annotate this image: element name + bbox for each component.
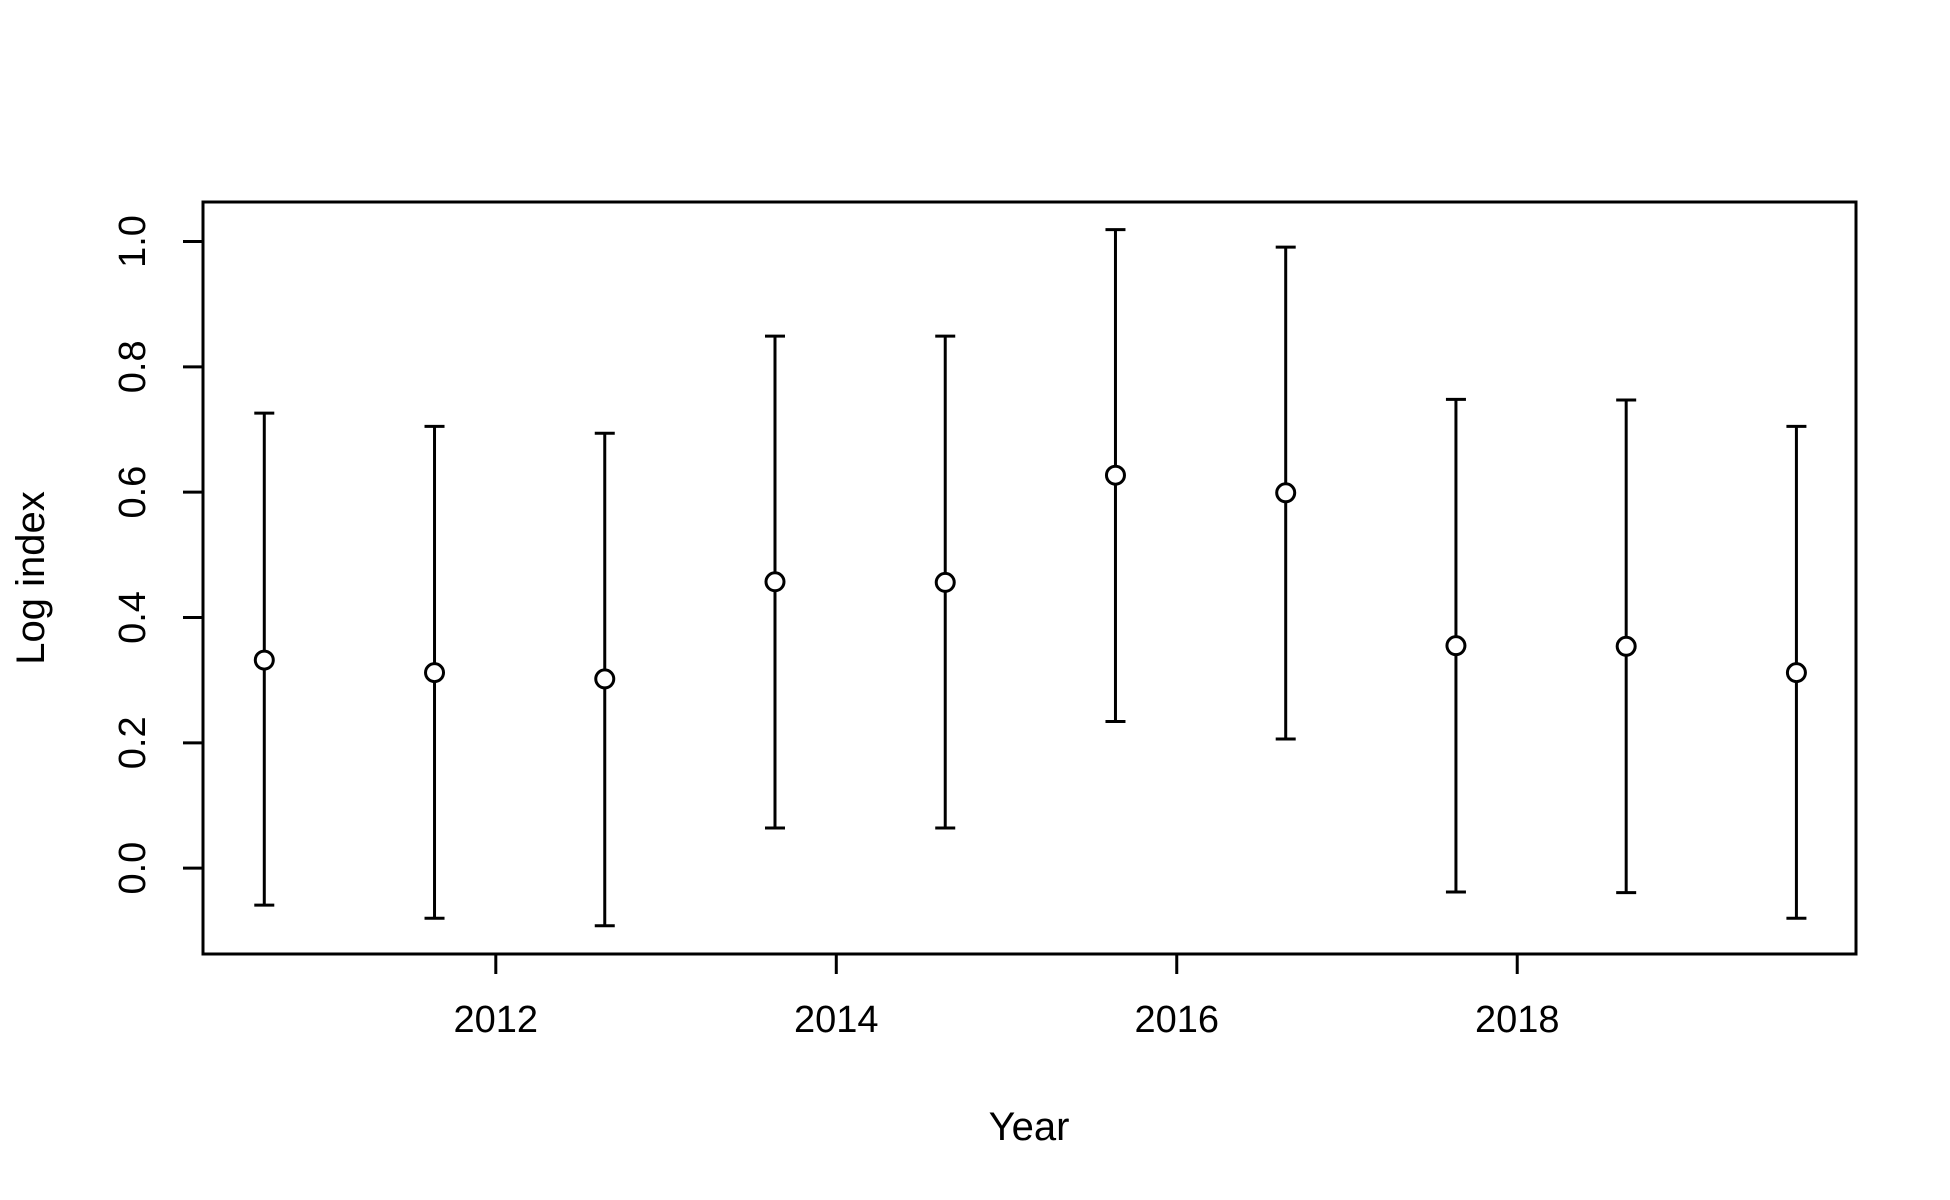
y-tick-label: 0.6	[112, 466, 154, 519]
data-point	[424, 662, 446, 684]
x-tick-label: 2012	[454, 999, 539, 1041]
data-point	[594, 668, 616, 690]
y-axis: 0.0 0.2 0.4 0.6 0.8 1.0	[112, 215, 203, 895]
data-point	[253, 649, 275, 671]
x-axis-label: Year	[989, 1105, 1070, 1149]
data-point	[1615, 635, 1637, 657]
y-tick-label: 0.2	[112, 716, 154, 769]
y-tick-label: 0.0	[112, 842, 154, 895]
data-point	[1785, 662, 1807, 684]
data-point	[934, 571, 956, 593]
data-point	[1445, 635, 1467, 657]
y-tick-label: 0.4	[112, 591, 154, 644]
error-bars	[254, 228, 1807, 928]
plot-frame	[201, 200, 1858, 956]
data-point	[764, 571, 786, 593]
y-axis-label: Log index	[9, 491, 53, 664]
x-tick-label: 2016	[1134, 999, 1219, 1041]
y-tick-label: 0.8	[112, 340, 154, 393]
x-tick-label: 2014	[794, 999, 879, 1041]
data-points	[253, 464, 1807, 690]
x-axis: 2012 2014 2016 2018	[454, 954, 1560, 1041]
data-point	[1275, 482, 1297, 504]
y-tick-label: 1.0	[112, 215, 154, 268]
x-tick-label: 2018	[1475, 999, 1560, 1041]
data-point	[1104, 464, 1126, 486]
